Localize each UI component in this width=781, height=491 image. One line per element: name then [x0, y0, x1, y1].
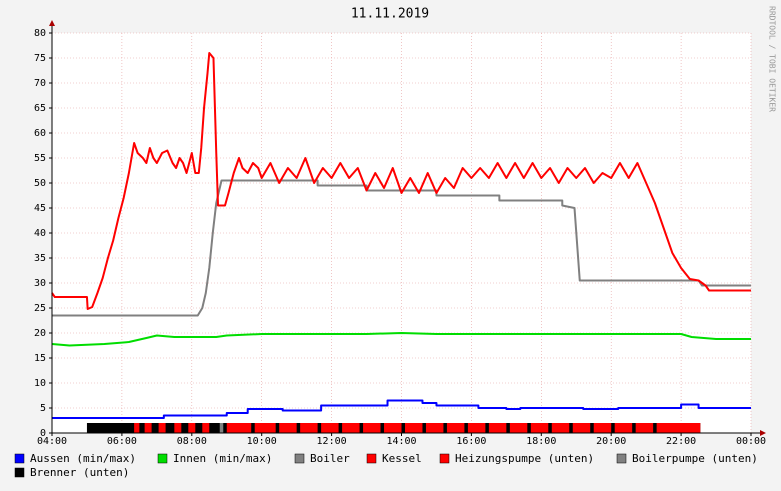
state-band [202, 423, 210, 433]
state-band [321, 423, 339, 433]
x-tick-label: 12:00 [317, 436, 347, 447]
x-tick-label: 20:00 [596, 436, 626, 447]
y-tick-label: 0 [40, 428, 46, 439]
state-band [158, 423, 166, 433]
legend-swatch [14, 453, 25, 464]
legend-label: Kessel [382, 452, 422, 465]
y-tick-label: 55 [34, 153, 46, 164]
state-band [188, 423, 196, 433]
state-band [551, 423, 570, 433]
y-tick-label: 10 [34, 378, 46, 389]
state-band [446, 423, 465, 433]
state-band [530, 423, 549, 433]
y-tick-label: 60 [34, 128, 46, 139]
state-band [425, 423, 444, 433]
y-tick-label: 45 [34, 203, 46, 214]
state-band [614, 423, 633, 433]
legend-label: Heizungspumpe (unten) [455, 452, 594, 465]
state-band [404, 423, 423, 433]
state-band [467, 423, 486, 433]
x-tick-label: 16:00 [456, 436, 486, 447]
y-tick-label: 65 [34, 103, 46, 114]
legend-label: Boilerpumpe (unten) [632, 452, 758, 465]
y-tick-label: 25 [34, 303, 46, 314]
series-line [51, 332, 751, 347]
state-band [509, 423, 528, 433]
state-band [300, 423, 318, 433]
state-band [144, 423, 152, 433]
watermark: RRDTOOL / TOBI OETIKER [768, 6, 777, 112]
legend-label: Boiler [310, 452, 350, 465]
x-tick-label: 00:00 [736, 436, 766, 447]
x-arrow [760, 430, 766, 436]
state-band [342, 423, 360, 433]
state-band [488, 423, 507, 433]
y-tick-label: 35 [34, 253, 46, 264]
x-tick-label: 10:00 [247, 436, 277, 447]
state-band [363, 423, 381, 433]
x-tick-label: 06:00 [107, 436, 137, 447]
state-band [279, 423, 297, 433]
legend-label: Innen (min/max) [173, 452, 272, 465]
y-tick-label: 70 [34, 78, 46, 89]
x-tick-label: 14:00 [386, 436, 416, 447]
x-tick-label: 18:00 [526, 436, 556, 447]
y-tick-label: 15 [34, 353, 46, 364]
state-band [635, 423, 654, 433]
legend-swatch [14, 467, 25, 478]
state-band [134, 423, 140, 433]
state-band [656, 423, 701, 433]
state-band [219, 423, 224, 433]
state-band [593, 423, 612, 433]
legend-swatch [439, 453, 450, 464]
legend-swatch [157, 453, 168, 464]
legend-label: Aussen (min/max) [30, 452, 136, 465]
state-band [572, 423, 591, 433]
legend-swatch [366, 453, 377, 464]
legend: Aussen (min/max) Innen (min/max) Boiler Kes… [14, 452, 758, 479]
series-line [52, 399, 751, 419]
legend-label: Brenner (unten) [30, 466, 129, 479]
state-band [384, 423, 402, 433]
y-tick-label: 80 [34, 28, 46, 39]
legend-swatch [616, 453, 627, 464]
y-tick-label: 5 [40, 403, 46, 414]
y-arrow [49, 20, 55, 26]
axes: 0 5 10 15 20 25 30 35 40 45 50 55 60 65 70 75 80 04:00 06:… [34, 20, 766, 447]
chart-title: 11.11.2019 [351, 7, 429, 22]
lines [51, 52, 751, 419]
x-tick-label: 04:00 [37, 436, 67, 447]
x-tick-label: 08:00 [177, 436, 207, 447]
y-tick-label: 20 [34, 328, 46, 339]
y-tick-label: 40 [34, 228, 46, 239]
state-band [174, 423, 182, 433]
series-line [51, 52, 751, 310]
state-band [226, 423, 252, 433]
y-tick-label: 30 [34, 278, 46, 289]
state-band [254, 423, 276, 433]
x-tick-label: 22:00 [666, 436, 696, 447]
bands [86, 423, 701, 433]
legend-swatch [294, 453, 305, 464]
y-tick-label: 50 [34, 178, 46, 189]
y-tick-label: 75 [34, 53, 46, 64]
